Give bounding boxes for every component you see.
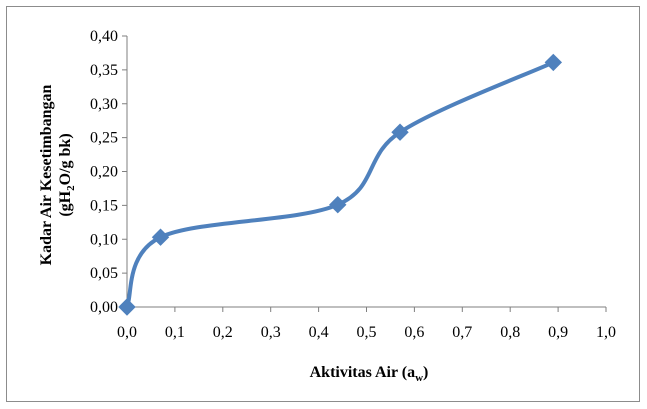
y-axis-title: Kadar Air Kesetimbangan (gH2O/g bk) — [38, 85, 77, 266]
y-tick-label: 0,35 — [90, 62, 118, 79]
data-point-marker — [544, 53, 563, 72]
x-tick-label: 0,1 — [165, 324, 185, 341]
x-tick-label: 0,9 — [548, 324, 568, 341]
data-point-marker — [329, 195, 347, 214]
x-axis-title: Aktivitas Air (aw) — [310, 364, 429, 384]
data-point-marker — [391, 123, 409, 141]
y-axis-title-line1: Kadar Air Kesetimbangan — [38, 85, 55, 266]
x-tick-label: 0,4 — [309, 324, 329, 341]
x-tick-label: 1,0 — [596, 324, 616, 341]
x-tick-label: 0,8 — [500, 324, 520, 341]
y-tick-label: 0,25 — [90, 130, 118, 147]
y-tick-label: 0,30 — [90, 96, 118, 113]
data-point-marker — [118, 298, 136, 316]
y-axis-title-line2: (gH2O/g bk) — [57, 133, 77, 216]
x-tick-label: 0,5 — [357, 324, 377, 341]
y-tick-label: 0,05 — [90, 265, 118, 282]
y-tick-label: 0,15 — [90, 197, 118, 214]
series-line — [125, 60, 556, 309]
x-tick-label: 0,3 — [261, 324, 281, 341]
y-tick-label: 0,20 — [90, 164, 118, 181]
x-tick-label: 0,7 — [452, 324, 472, 341]
y-tick-label: 0,10 — [90, 231, 118, 248]
y-tick-label: 0,40 — [90, 28, 118, 45]
x-tick-label: 0,6 — [404, 324, 424, 341]
y-tick-label: 0,00 — [90, 299, 118, 316]
data-point-marker — [151, 228, 170, 246]
x-tick-label: 0,0 — [117, 324, 137, 341]
x-tick-label: 0,2 — [213, 324, 233, 341]
